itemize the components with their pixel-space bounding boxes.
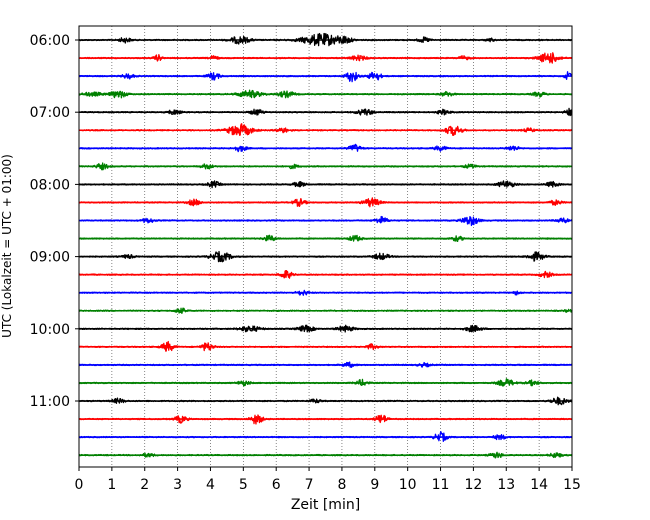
x-tick-label: 14 (530, 477, 548, 493)
x-tick-label: 12 (464, 477, 482, 493)
y-tick-label: 07:00 (30, 105, 70, 121)
plot-frame (78, 25, 573, 468)
x-tick-label: 6 (272, 477, 281, 493)
x-tick-label: 1 (107, 477, 116, 493)
y-tick-label: 08:00 (30, 177, 70, 193)
x-tick-label: 13 (497, 477, 515, 493)
x-tick-label: 9 (370, 477, 379, 493)
y-tick-label: 10:00 (30, 322, 70, 338)
x-tick-label: 5 (239, 477, 248, 493)
x-tick-label: 4 (206, 477, 215, 493)
x-axis-label: Zeit [min] (291, 497, 360, 513)
x-axis-ticks: 0 1 2 3 4 5 6 7 8 9 10 11 12 13 14 15 (75, 467, 581, 493)
y-axis-label: UTC (Lokalzeit = UTC + 01:00) (0, 154, 14, 338)
y-axis-ticks: 06:00 07:00 08:00 09:00 10:00 11:00 (30, 33, 79, 410)
y-tick-label: 11:00 (30, 394, 70, 410)
x-tick-label: 11 (432, 477, 450, 493)
x-tick-label: 3 (173, 477, 182, 493)
x-tick-label: 10 (399, 477, 417, 493)
trace-group (78, 32, 573, 459)
x-tick-label: 0 (75, 477, 84, 493)
x-tick-label: 2 (140, 477, 149, 493)
x-tick-label: 15 (563, 477, 581, 493)
x-tick-label: 8 (337, 477, 346, 493)
y-tick-label: 06:00 (30, 33, 70, 49)
x-tick-label: 7 (305, 477, 314, 493)
y-tick-label: 09:00 (30, 250, 70, 266)
